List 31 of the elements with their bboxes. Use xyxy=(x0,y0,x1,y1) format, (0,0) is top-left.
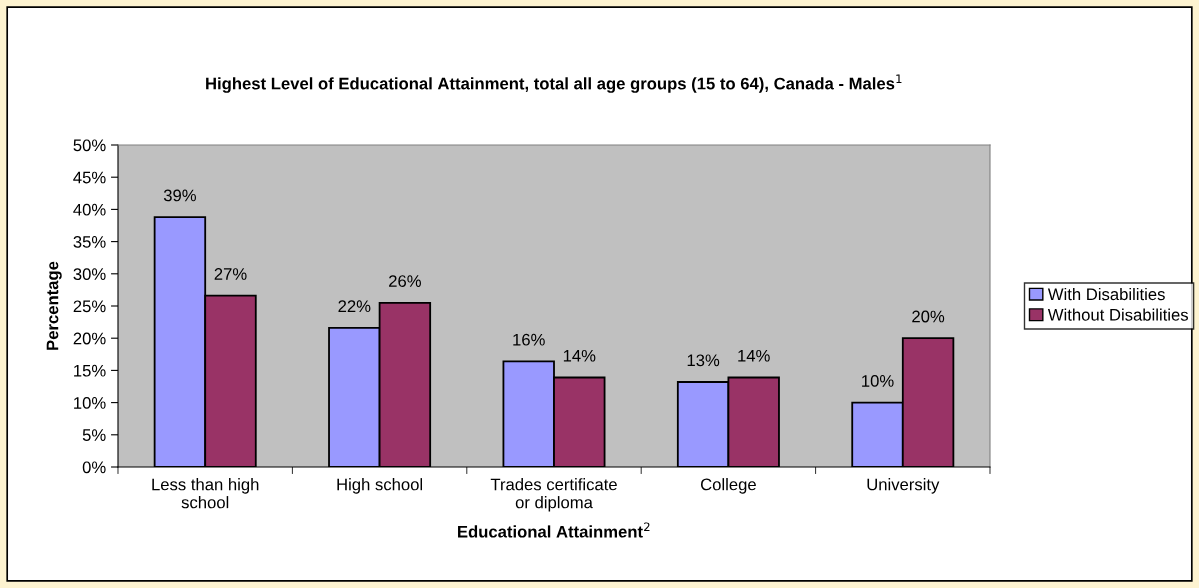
data-label: 10% xyxy=(862,375,894,387)
y-tick-label: 20% xyxy=(73,332,106,345)
x-axis-title: Educational Attainment$^{2}$ xyxy=(458,522,650,538)
y-tick-label: 40% xyxy=(73,203,106,216)
x-tick-label: Trades certificate or diploma xyxy=(490,478,617,512)
legend-label: With Disabilities xyxy=(1047,287,1165,301)
data-label: 22% xyxy=(338,300,371,313)
x-tick-label: College xyxy=(700,478,756,494)
y-tick-label: 5% xyxy=(82,429,106,441)
data-label: 13% xyxy=(687,354,720,367)
y-tick-label: 50% xyxy=(73,139,106,152)
y-tick-label: 10% xyxy=(74,397,106,409)
x-tick-label: High school xyxy=(337,478,423,494)
data-label: 14% xyxy=(563,349,596,362)
data-label: 27% xyxy=(214,268,247,280)
x-tick-label: University xyxy=(867,478,940,494)
y-tick-label: 25% xyxy=(73,300,106,313)
chart-title: Highest Level of Educational Attainment, total all age groups (15 to 64), Canada - Males$^{1}$ xyxy=(206,74,902,93)
data-label: 14% xyxy=(738,349,770,362)
data-label: 39% xyxy=(163,189,196,202)
legend-label: Without Disabilities xyxy=(1047,308,1189,321)
data-label: 16% xyxy=(513,333,545,346)
data-label: 20% xyxy=(912,310,945,323)
y-axis-title: Percentage xyxy=(46,261,62,350)
y-tick-label: 45% xyxy=(73,171,106,184)
y-tick-label: 0% xyxy=(82,461,106,474)
y-tick-label: 30% xyxy=(73,268,106,280)
data-label: 26% xyxy=(389,275,421,287)
y-tick-label: 15% xyxy=(74,364,106,377)
x-tick-label: Less than high school xyxy=(152,478,259,509)
y-tick-label: 35% xyxy=(73,236,106,248)
